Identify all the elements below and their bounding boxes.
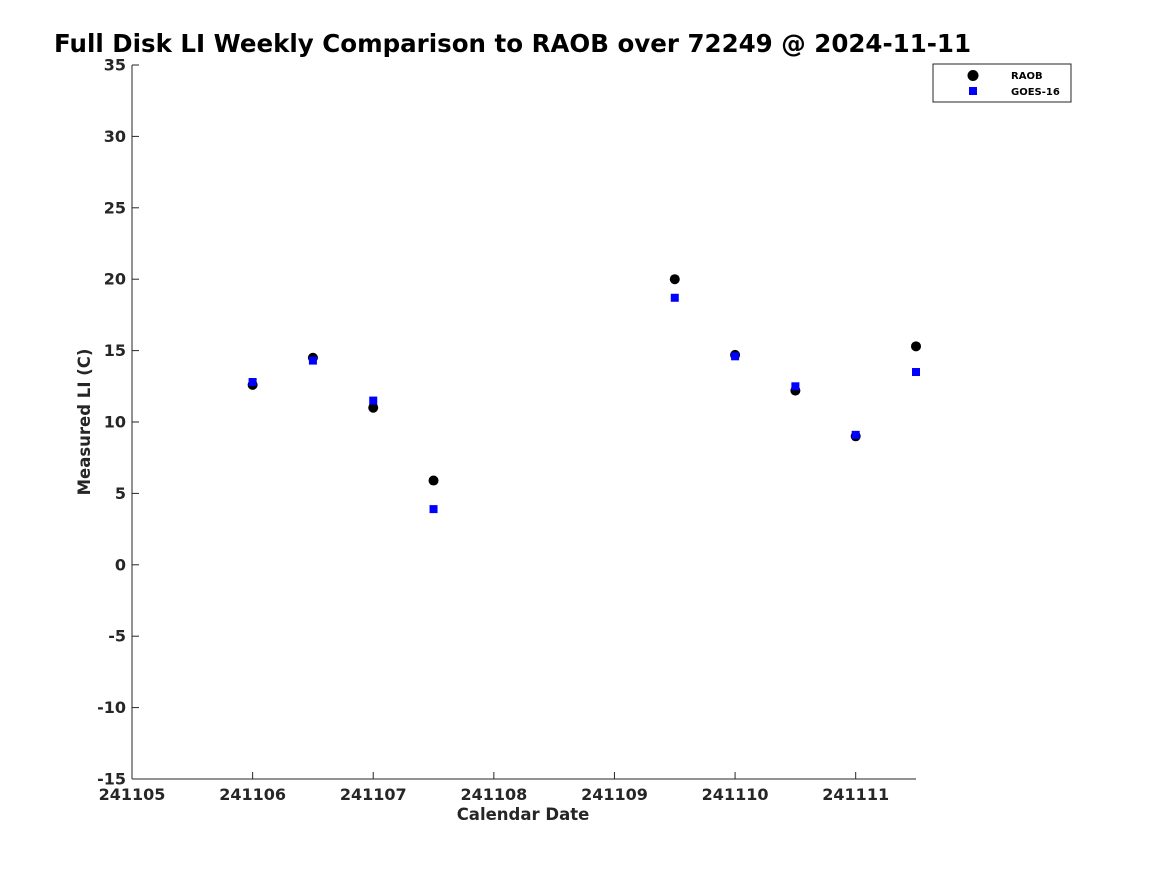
- y-axis-ticks: 35 30 25 20 15 10 5 0 -5 -10 -15: [97, 56, 139, 789]
- y-tick-label: 15: [104, 341, 126, 360]
- point-goes16: [248, 378, 257, 387]
- point-goes16: [429, 505, 438, 514]
- point-goes16: [369, 396, 378, 405]
- y-tick-label: 5: [115, 484, 126, 503]
- point-goes16: [851, 430, 860, 439]
- x-tick-label: 241108: [460, 785, 527, 804]
- legend: RAOB GOES-16: [932, 63, 1072, 103]
- point-raob: [428, 475, 439, 486]
- legend-label-raob: RAOB: [1011, 71, 1043, 82]
- y-tick-label: -5: [108, 627, 126, 646]
- y-tick-label: 35: [104, 56, 126, 75]
- point-goes16: [912, 368, 920, 377]
- x-tick-label: 241111: [822, 785, 889, 804]
- y-tick-label: -10: [97, 698, 126, 717]
- data-marks: [247, 274, 921, 514]
- chart-title: Full Disk LI Weekly Comparison to RAOB o…: [54, 29, 971, 58]
- point-raob: [911, 341, 921, 352]
- point-raob: [368, 402, 379, 413]
- y-tick-label: 20: [104, 270, 126, 289]
- point-raob: [669, 274, 680, 285]
- y-axis-label: Measured LI (C): [75, 349, 94, 496]
- x-axis-ticks: 241105 241106 241107 241108 241109 241110 2411…: [99, 772, 889, 804]
- legend-marker-raob: [967, 70, 979, 81]
- point-goes16: [308, 356, 317, 365]
- x-tick-label: 241110: [702, 785, 769, 804]
- legend-box: [932, 63, 1072, 103]
- x-tick-label: 241109: [581, 785, 648, 804]
- legend-label-goes16: GOES-16: [1011, 87, 1060, 98]
- y-tick-label: 30: [104, 127, 126, 146]
- point-goes16: [670, 293, 679, 302]
- legend-marker-goes16: [969, 87, 977, 95]
- x-tick-label: 241106: [219, 785, 286, 804]
- x-axis-label: Calendar Date: [457, 805, 590, 824]
- y-tick-label: 10: [104, 413, 126, 432]
- point-goes16: [791, 382, 800, 391]
- x-tick-label: 241107: [340, 785, 407, 804]
- y-tick-label: 25: [104, 198, 126, 217]
- x-tick-label: 241105: [99, 785, 166, 804]
- y-tick-label: -15: [97, 770, 126, 789]
- y-tick-label: 0: [115, 555, 126, 574]
- point-goes16: [731, 352, 740, 361]
